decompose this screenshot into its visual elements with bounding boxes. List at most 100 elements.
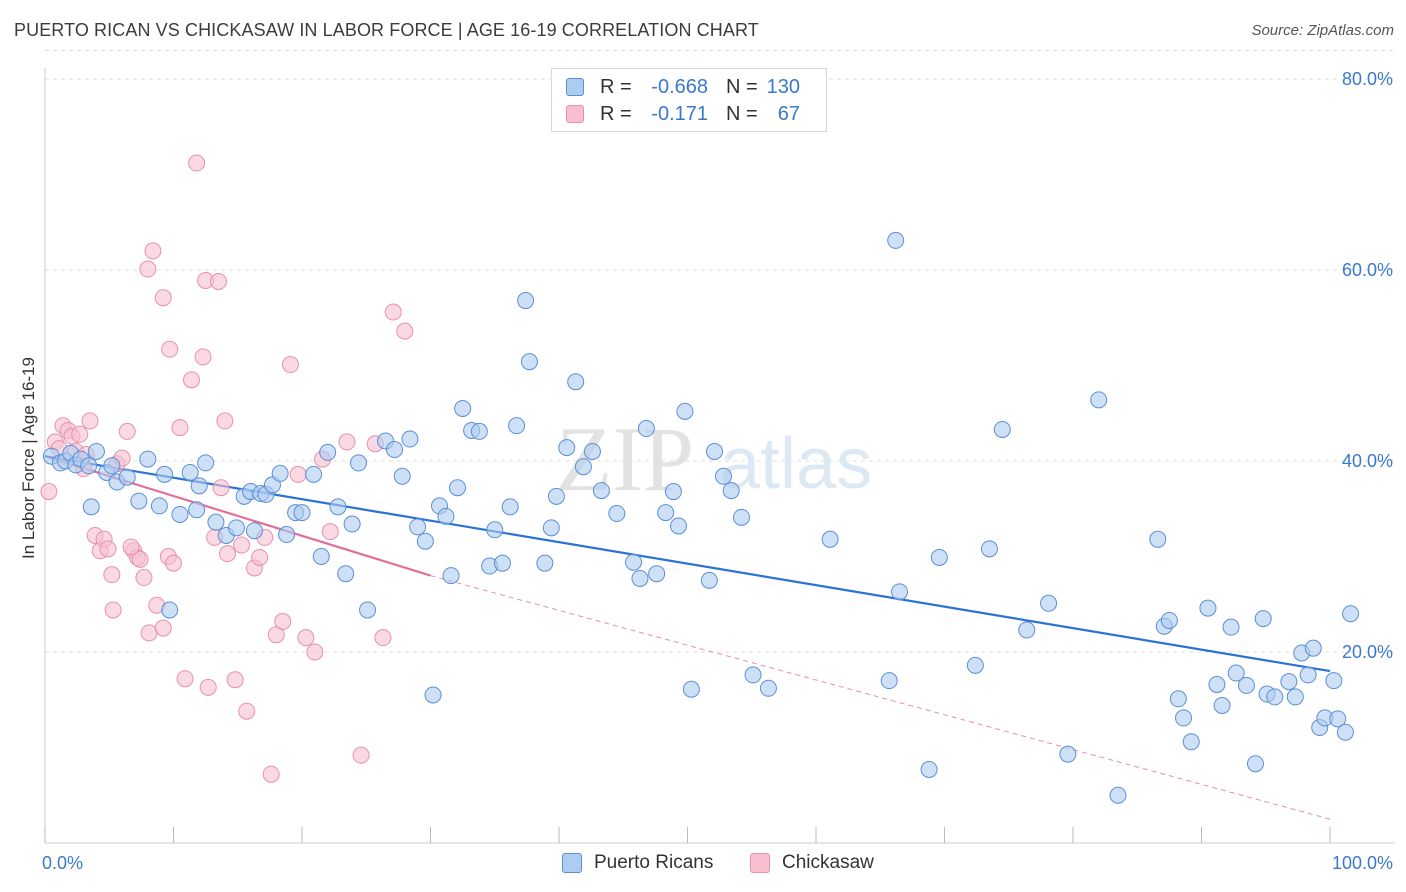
puerto-rican-point <box>625 553 643 571</box>
chickasaw-point <box>209 272 227 290</box>
chickasaw-point <box>161 340 179 358</box>
y-tick-label: 40.0% <box>1342 451 1393 471</box>
puerto-rican-point <box>393 467 411 485</box>
puerto-rican-point <box>1329 710 1347 728</box>
puerto-rican-point <box>409 518 427 536</box>
puerto-rican-point <box>821 530 839 548</box>
puerto-rican-point <box>722 482 740 500</box>
puerto-rican-point <box>631 569 649 587</box>
chickasaw-point <box>176 670 194 688</box>
puerto-rican-point <box>744 666 762 684</box>
puerto-rican-point <box>448 479 466 497</box>
puerto-rican-point <box>1182 733 1200 751</box>
puerto-rican-point <box>118 468 136 486</box>
chickasaw-point <box>182 371 200 389</box>
puerto-rican-point <box>648 565 666 583</box>
chickasaw-point <box>396 322 414 340</box>
puerto-rican-point <box>1237 676 1255 694</box>
puerto-rican-point <box>1227 664 1245 682</box>
puerto-rican-point <box>190 477 208 495</box>
puerto-rican-point <box>920 760 938 778</box>
puerto-rican-point <box>558 439 576 457</box>
chickasaw-point <box>374 629 392 647</box>
puerto-rican-point <box>350 454 368 472</box>
chickasaw-point <box>171 419 189 437</box>
puerto-rican-point <box>980 540 998 558</box>
chickasaw-point <box>274 612 292 630</box>
puerto-rican-point <box>171 505 189 523</box>
chickasaw-point <box>216 412 234 430</box>
puerto-rican-point <box>493 554 511 572</box>
puerto-rican-point <box>1213 696 1231 714</box>
chickasaw-point <box>226 671 244 689</box>
puerto-rican-point <box>536 554 554 572</box>
legend-n-value: 67 <box>777 102 800 125</box>
puerto-rican-point <box>329 498 347 516</box>
puerto-rican-point <box>454 399 472 417</box>
puerto-rican-point <box>1325 672 1343 690</box>
legend-n-value: 130 <box>766 75 800 98</box>
chickasaw-trend-line <box>44 455 1331 820</box>
legend-swatch-blue <box>566 78 584 96</box>
puerto-rican-point <box>80 457 98 475</box>
puerto-rican-point <box>547 487 565 505</box>
puerto-rican-point <box>891 583 909 601</box>
puerto-rican-point <box>337 565 355 583</box>
chickasaw-point <box>122 538 140 556</box>
puerto-rican-point <box>1040 594 1058 612</box>
chickasaw-point <box>251 548 269 566</box>
legend-n-label: N = <box>726 102 758 125</box>
puerto-rican-point <box>1266 688 1284 706</box>
puerto-rican-point <box>319 443 337 461</box>
puerto-rican-point <box>1160 611 1178 629</box>
puerto-rican-point <box>486 521 504 539</box>
puerto-rican-point <box>424 686 442 704</box>
chickasaw-point <box>233 536 251 554</box>
puerto-rican-point <box>386 441 404 459</box>
puerto-rican-point <box>1169 690 1187 708</box>
chickasaw-point <box>338 433 356 451</box>
puerto-rican-point <box>197 454 215 472</box>
puerto-rican-point <box>664 483 682 501</box>
y-tick-label: 60.0% <box>1342 260 1393 280</box>
y-axis-label: In Labor Force | Age 16-19 <box>19 357 38 559</box>
chickasaw-point <box>135 569 153 587</box>
source-credit: Source: ZipAtlas.com <box>1251 22 1394 39</box>
y-tick-label: 20.0% <box>1342 642 1393 662</box>
x-tick-label: 0.0% <box>42 853 83 873</box>
chickasaw-point <box>306 643 324 661</box>
x-tick-labels: 0.0% 100.0% <box>42 853 1393 873</box>
puerto-rican-point <box>1222 618 1240 636</box>
chickasaw-point <box>321 523 339 541</box>
legend-n-label: N = <box>726 75 758 98</box>
puerto-rican-point <box>1199 599 1217 617</box>
legend-r-value: -0.171 <box>651 102 708 125</box>
puerto-rican-point <box>637 420 655 438</box>
gridlines <box>45 49 1395 653</box>
chickasaw-point <box>140 624 158 642</box>
puerto-rican-point <box>1286 688 1304 706</box>
puerto-rican-point <box>517 292 535 310</box>
puerto-rican-point <box>470 422 488 440</box>
puerto-rican-point <box>245 522 263 540</box>
legend-item-chickasaw: Chickasaw <box>750 852 874 874</box>
puerto-rican-point <box>1018 621 1036 639</box>
puerto-rican-point <box>312 548 330 565</box>
puerto-rican-point <box>343 515 361 533</box>
legend-swatch-pink <box>750 853 770 873</box>
chickasaw-point <box>81 412 99 430</box>
puerto-rican-point <box>1342 605 1360 623</box>
x-tick-label: 100.0% <box>1332 853 1393 873</box>
puerto-rican-point <box>271 464 289 482</box>
legend-r-label: R = <box>600 102 632 125</box>
chickasaw-points <box>40 154 414 783</box>
chickasaw-point <box>131 550 149 568</box>
chickasaw-point <box>188 154 206 172</box>
puerto-rican-point <box>305 465 323 483</box>
puerto-rican-point <box>227 519 245 537</box>
puerto-rican-points <box>42 231 1360 804</box>
puerto-rican-point <box>188 501 206 519</box>
chickasaw-point <box>199 678 217 696</box>
puerto-rican-point <box>574 458 592 476</box>
puerto-rican-point <box>1149 530 1167 548</box>
